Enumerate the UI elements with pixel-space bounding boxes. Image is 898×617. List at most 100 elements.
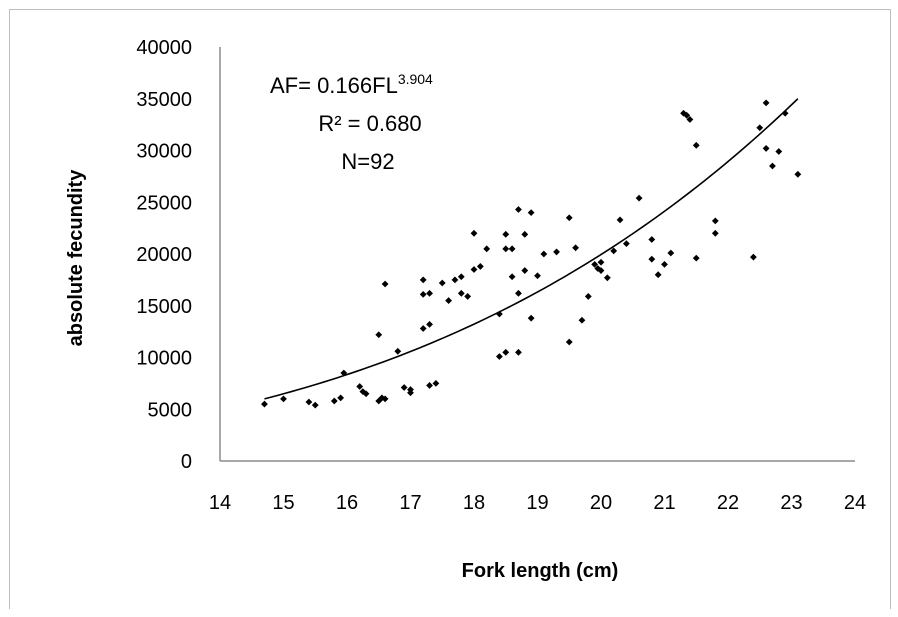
data-point	[451, 276, 459, 284]
x-axis: 14 15 16 17 18 19 20 21 22 23 24	[209, 460, 866, 514]
data-point	[407, 389, 414, 397]
data-point	[438, 279, 446, 287]
data-point	[419, 325, 427, 332]
data-point	[445, 297, 452, 304]
x-tick-label: 17	[399, 492, 421, 514]
x-tick-label: 16	[336, 492, 358, 514]
x-tick-label: 24	[844, 492, 866, 514]
data-point	[527, 314, 535, 322]
data-point	[426, 320, 433, 328]
data-points	[261, 99, 802, 409]
data-point	[521, 230, 529, 238]
data-point	[521, 267, 529, 274]
data-point	[686, 116, 694, 123]
data-point	[769, 162, 776, 170]
data-point	[597, 267, 605, 274]
y-tick-label: 0	[181, 451, 192, 473]
x-tick-label: 20	[590, 492, 612, 514]
chart-frame	[9, 9, 891, 609]
data-point	[683, 111, 691, 119]
data-point	[680, 109, 687, 117]
data-point	[432, 379, 440, 387]
x-axis-title: Fork length (cm)	[462, 560, 619, 582]
y-tick-label: 30000	[136, 141, 192, 163]
data-point	[470, 229, 478, 237]
data-point	[565, 214, 573, 222]
y-tick-label: 15000	[136, 296, 192, 318]
data-point	[337, 394, 345, 402]
data-point	[654, 271, 662, 279]
data-point	[483, 245, 491, 253]
y-tick-label: 40000	[136, 37, 192, 59]
data-point	[775, 148, 783, 155]
x-tick-label: 14	[209, 492, 231, 514]
data-point	[756, 124, 764, 132]
data-point	[457, 289, 465, 297]
data-point	[375, 331, 383, 339]
data-point	[457, 273, 465, 281]
data-point	[591, 260, 599, 268]
data-point	[534, 272, 541, 280]
data-point	[711, 217, 719, 225]
data-point	[616, 216, 624, 224]
y-tick-label: 5000	[148, 399, 193, 421]
data-point	[515, 348, 522, 356]
data-point	[426, 289, 433, 297]
x-tick-label: 21	[653, 492, 675, 514]
data-point	[394, 347, 402, 355]
x-tick-label: 19	[526, 492, 548, 514]
data-point	[762, 99, 770, 107]
data-point	[648, 255, 656, 263]
data-point	[553, 248, 560, 256]
data-point	[502, 245, 510, 253]
data-point	[540, 250, 548, 258]
data-point	[515, 206, 522, 213]
data-point	[794, 170, 802, 178]
equation-exponent: 3.904	[398, 71, 433, 87]
data-point	[781, 109, 789, 117]
data-point	[426, 382, 433, 389]
y-tick-label: 35000	[136, 89, 192, 111]
data-point	[305, 398, 313, 406]
power-trendline	[264, 98, 799, 400]
data-point	[750, 253, 757, 261]
data-point	[464, 293, 472, 300]
x-tick-label: 22	[717, 492, 739, 514]
data-point	[565, 338, 573, 346]
x-tick-label: 23	[780, 492, 802, 514]
data-point	[381, 280, 389, 288]
data-point	[572, 244, 579, 252]
data-point	[476, 263, 484, 270]
equation-annotation: AF= 0.166FL3.904	[270, 71, 433, 98]
data-point	[667, 249, 675, 257]
data-point	[515, 289, 522, 297]
data-point	[661, 260, 668, 268]
data-point	[508, 245, 516, 253]
data-point	[280, 395, 287, 403]
data-point	[419, 276, 427, 284]
data-point	[610, 247, 618, 255]
x-tick-label: 18	[463, 492, 485, 514]
y-tick-label: 10000	[136, 348, 192, 370]
equation-prefix: AF= 0.166FL	[270, 73, 398, 98]
n-annotation: N=92	[341, 149, 394, 174]
y-tick-label: 20000	[136, 244, 192, 266]
data-point	[623, 240, 630, 248]
data-point	[584, 293, 592, 300]
data-point	[527, 209, 535, 216]
data-point	[381, 395, 389, 403]
data-point	[419, 290, 427, 298]
data-point	[762, 145, 770, 152]
data-point	[330, 397, 338, 405]
y-axis: 0 5000 10000 15000 20000 25000 30000 35000 40000	[136, 37, 221, 473]
data-point	[502, 348, 510, 356]
data-point	[400, 384, 408, 391]
data-point	[362, 390, 370, 398]
data-point	[311, 401, 319, 409]
data-point	[692, 254, 700, 262]
data-point	[648, 236, 656, 243]
data-point	[356, 383, 364, 390]
data-point	[508, 273, 516, 281]
data-point	[470, 266, 478, 273]
